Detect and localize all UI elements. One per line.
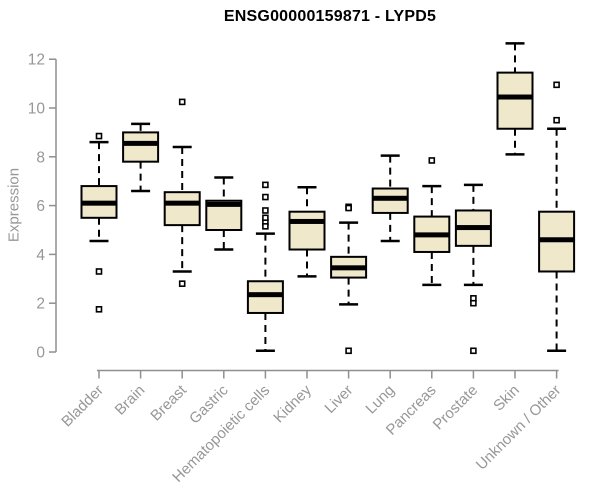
outlier-point: [95, 305, 103, 313]
category-label-bladder: Bladder: [58, 382, 107, 431]
box-gastric: [205, 176, 243, 251]
box-brain: [122, 122, 160, 193]
outlier-point: [428, 157, 436, 164]
category-label-prostate: Prostate: [430, 382, 482, 434]
outlier-point: [178, 98, 186, 106]
median-line: [81, 200, 117, 206]
outlier-point: [345, 347, 352, 355]
median-line: [289, 218, 325, 224]
outlier-point: [345, 204, 352, 212]
box-lung: [371, 154, 409, 243]
category-label-brain: Brain: [112, 382, 149, 419]
chart-title: ENSG00000159871 - LYPD5: [223, 8, 437, 25]
iqr-box: [496, 71, 534, 130]
outlier-point: [95, 268, 103, 275]
box-kidney: [288, 186, 326, 278]
median-line: [164, 200, 200, 206]
y-tick-label: 10: [28, 101, 46, 118]
y-tick-label: 2: [36, 296, 45, 313]
outlier-point: [262, 181, 269, 189]
median-line: [372, 195, 408, 201]
box-bladder: [80, 132, 118, 313]
y-tick-label: 8: [36, 149, 45, 166]
box-skin: [496, 42, 534, 156]
outlier-point: [262, 193, 269, 201]
y-tick-label: 12: [28, 52, 45, 69]
median-line: [206, 201, 242, 207]
outlier-point: [262, 223, 269, 230]
median-line: [414, 232, 450, 238]
iqr-box: [163, 191, 201, 227]
box-liver: [330, 203, 368, 355]
category-label-kidney: Kidney: [270, 381, 315, 426]
category-label-breast: Breast: [147, 381, 190, 424]
y-axis: 0 2 4 6 8 10 12: [28, 52, 57, 362]
median-line: [247, 292, 283, 298]
median-line: [331, 265, 367, 271]
median-line: [497, 94, 533, 100]
median-line: [455, 225, 491, 231]
category-label-liver: Liver: [321, 382, 356, 417]
box-hematopoietic-cells: [246, 181, 284, 353]
box-prostate: [454, 183, 492, 355]
outlier-point: [470, 347, 477, 355]
outlier-point: [178, 280, 186, 287]
outlier-point: [95, 132, 103, 140]
iqr-box: [288, 210, 326, 251]
median-line: [539, 237, 575, 243]
box-pancreas: [413, 157, 451, 287]
outlier-point: [553, 116, 560, 124]
box-unknown-other: [538, 81, 576, 353]
y-tick-label: 6: [36, 198, 45, 215]
category-label-skin: Skin: [490, 382, 523, 415]
outlier-point: [470, 299, 477, 307]
box-breast: [163, 98, 201, 287]
y-tick-label: 4: [36, 247, 45, 264]
outlier-point: [553, 81, 560, 89]
y-tick-label: 0: [36, 345, 45, 362]
iqr-box: [122, 131, 160, 163]
outlier-point: [262, 207, 269, 214]
median-line: [123, 140, 159, 146]
category-label-lung: Lung: [362, 382, 398, 418]
